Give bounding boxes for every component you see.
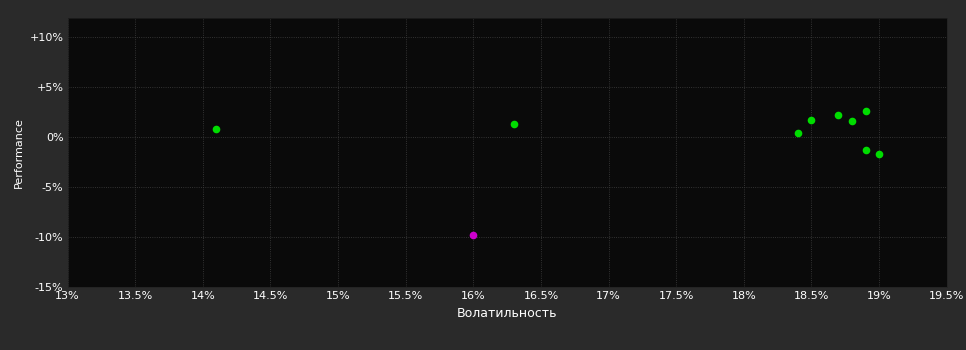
Point	[804, 118, 819, 123]
Point	[466, 232, 481, 238]
Y-axis label: Performance: Performance	[14, 117, 24, 188]
Point	[831, 112, 846, 118]
Point	[858, 108, 873, 114]
X-axis label: Волатильность: Волатильность	[457, 307, 557, 320]
Point	[790, 131, 806, 136]
Point	[858, 147, 873, 153]
Point	[209, 126, 224, 132]
Point	[871, 152, 887, 157]
Point	[844, 119, 860, 124]
Point	[506, 121, 522, 127]
